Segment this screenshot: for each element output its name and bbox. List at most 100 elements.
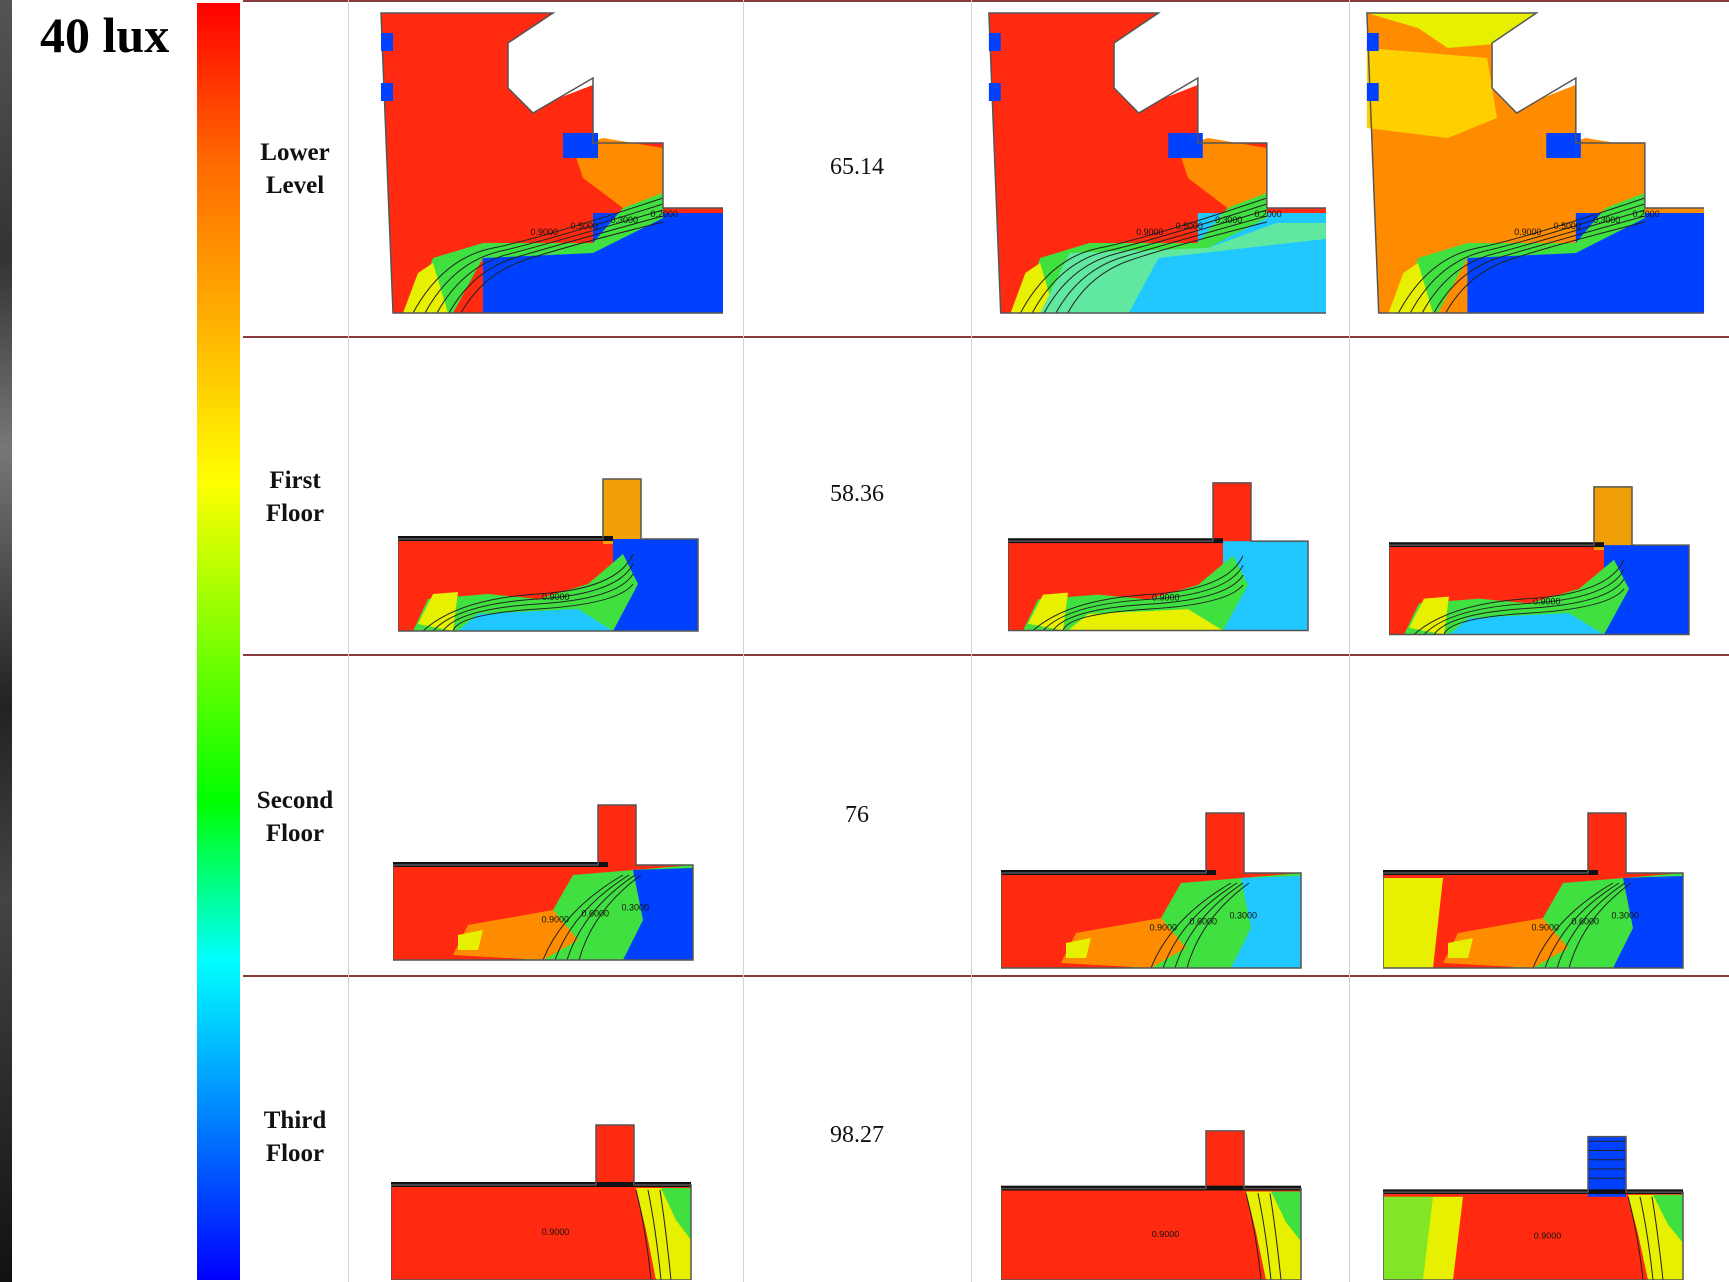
contour-label: 0.2000 xyxy=(1633,209,1660,219)
contour-label: 0.9000 xyxy=(1534,1231,1562,1241)
heat-zone xyxy=(1383,1196,1433,1280)
contour-line xyxy=(1031,203,1268,314)
floor-label-third-floor: Third Floor xyxy=(243,1104,347,1170)
heat-zone xyxy=(1366,13,1537,48)
contour-line xyxy=(1568,882,1632,969)
contour-line xyxy=(1043,209,1267,314)
heat-zone xyxy=(1443,918,1568,968)
floor-plan-outline xyxy=(393,804,694,961)
floor-label-line: First xyxy=(269,467,321,494)
heatmap-second-floor-map-b: 0.9000 0.6000 0.3000 xyxy=(1001,808,1331,978)
floor-plan-outline xyxy=(1383,812,1684,969)
floor-plan-zone xyxy=(598,805,636,870)
contour-line xyxy=(452,583,634,632)
window-marker xyxy=(988,33,1001,51)
contour-line xyxy=(659,1189,672,1280)
contour-label: 0.9000 xyxy=(1150,922,1178,932)
heatmap-lower-level-map-a: 0.9000 0.5000 0.3000 0.2000 xyxy=(373,8,723,323)
contour-line xyxy=(578,874,642,961)
column-divider xyxy=(743,0,744,1282)
heatmap-third-floor-map-c: 0.9000 xyxy=(1383,1132,1718,1280)
floor-plan-outline xyxy=(1383,1135,1684,1280)
heat-zone xyxy=(1613,876,1683,968)
contour-line xyxy=(554,874,630,961)
floor-plan-zone xyxy=(596,1125,634,1190)
heat-zone xyxy=(661,1188,691,1240)
contour-label: 0.3000 xyxy=(1215,215,1242,225)
floor-label-line: Lower xyxy=(260,139,330,166)
heatmap-graphic: 0.9000 0.6000 0.3000 xyxy=(393,804,694,961)
contour-label: 0.5000 xyxy=(1176,221,1203,231)
void-area xyxy=(1492,13,1581,108)
heat-zone xyxy=(483,213,723,313)
heat-zone xyxy=(1128,238,1326,313)
heat-zone xyxy=(1068,609,1223,631)
heat-zone xyxy=(1546,133,1581,158)
daylight-value-lower-level: 65.14 xyxy=(830,154,884,180)
heatmap-first-floor-map-c: 0.9000 xyxy=(1389,482,1709,652)
contour-label: 0.9000 xyxy=(1152,593,1180,603)
row-divider xyxy=(243,654,1729,656)
floor-plan-zone xyxy=(1588,1136,1626,1197)
contour-line xyxy=(1062,584,1244,631)
color-scale-bar xyxy=(197,3,240,1280)
contour-line xyxy=(1639,1196,1654,1280)
floor-plan-outline xyxy=(391,1124,692,1280)
heat-zone xyxy=(623,868,693,960)
heatmap-graphic: 0.9000 xyxy=(1001,1130,1302,1280)
contour-line xyxy=(1269,1193,1282,1280)
contour-label: 0.6000 xyxy=(1190,916,1218,926)
heatmap-graphic: 0.9000 xyxy=(391,1124,692,1280)
row-divider xyxy=(243,0,1729,2)
contour-label: 0.3000 xyxy=(1230,910,1258,920)
contour-line xyxy=(448,215,664,314)
contour-line xyxy=(1532,882,1614,969)
row-divider xyxy=(243,336,1729,338)
contour-label: 0.3000 xyxy=(622,902,650,912)
contour-line xyxy=(424,203,664,314)
heat-zone xyxy=(1028,592,1068,631)
contour-label: 0.9000 xyxy=(1136,227,1163,237)
heatmap-graphic: 0.9000 xyxy=(398,478,699,632)
heat-zone xyxy=(1449,613,1604,635)
floor-plan-zone xyxy=(1206,813,1244,878)
floor-label-line: Floor xyxy=(265,820,325,847)
floor-label-first-floor: First Floor xyxy=(243,464,347,530)
contour-label: 0.5000 xyxy=(571,221,599,231)
contour-line xyxy=(460,221,664,314)
daylight-value-third-floor: 98.27 xyxy=(830,1122,884,1148)
heatmap-second-floor-map-c: 0.9000 0.6000 0.3000 xyxy=(1383,808,1713,978)
contour-line xyxy=(635,1189,652,1280)
floor-label-line: Third xyxy=(263,1107,327,1134)
contour-line xyxy=(1627,1196,1644,1280)
heat-zone xyxy=(1594,486,1632,550)
contour-line xyxy=(1162,882,1238,969)
floor-plan-outline xyxy=(398,478,699,632)
column-divider xyxy=(971,0,972,1282)
heatmap-lower-level-map-c: 0.9000 0.5000 0.3000 0.2000 xyxy=(1359,8,1704,323)
heat-zone xyxy=(418,592,458,631)
floor-plan-outline xyxy=(1001,812,1302,969)
heat-zone xyxy=(1383,878,1443,968)
floor-plan-outline xyxy=(1001,1130,1302,1280)
contour-line xyxy=(1544,882,1620,969)
contour-line xyxy=(1423,569,1625,635)
contour-line xyxy=(1413,559,1625,635)
contour-line xyxy=(1067,221,1267,314)
window-marker xyxy=(988,83,1001,101)
contour-line xyxy=(1421,209,1645,314)
contour-line xyxy=(1433,215,1645,314)
contour-line xyxy=(566,874,636,961)
contour-line xyxy=(1443,588,1625,635)
heat-zone xyxy=(603,479,641,544)
contour-line xyxy=(1397,197,1646,314)
heatmap-graphic: 0.9000 0.5000 0.3000 0.2000 xyxy=(1366,12,1704,314)
contour-label: 0.6000 xyxy=(1572,916,1600,926)
contour-line xyxy=(1174,882,1244,969)
contour-line xyxy=(1019,197,1268,314)
heatmap-graphic: 0.9000 0.5000 0.3000 0.2000 xyxy=(380,12,723,314)
contour-line xyxy=(1433,578,1625,635)
heatmap-first-floor-map-b: 0.9000 xyxy=(1008,478,1328,648)
contour-line xyxy=(1052,574,1244,631)
heat-zone xyxy=(563,133,598,158)
